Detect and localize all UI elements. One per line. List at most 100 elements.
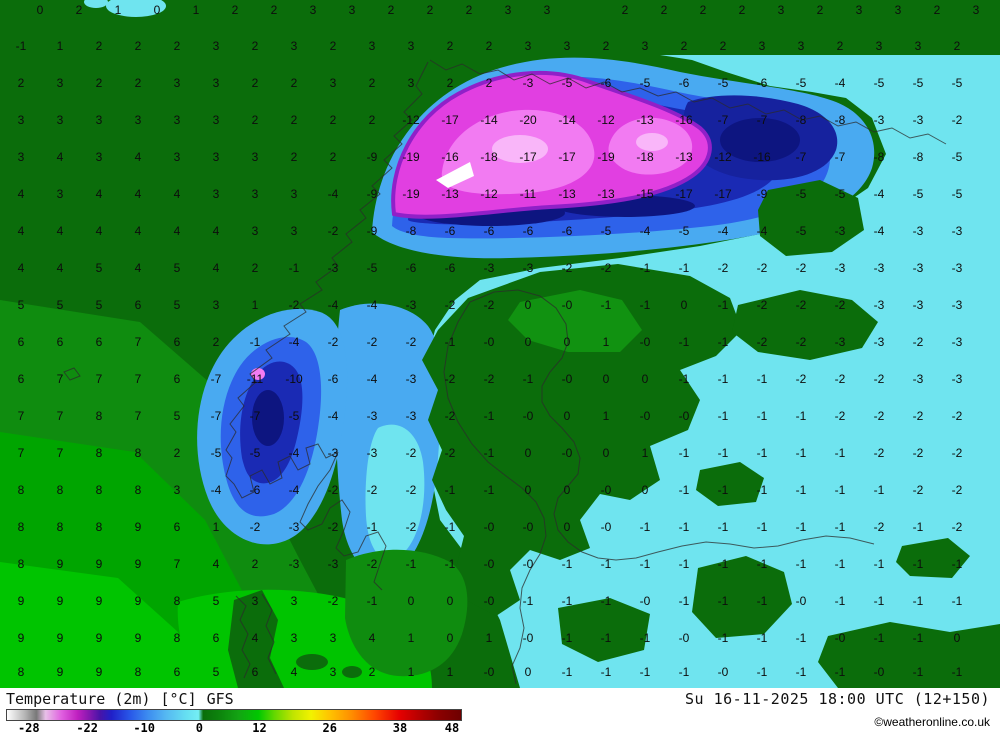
temp-value-label: -0: [483, 594, 495, 608]
temp-value-label: 2: [329, 113, 337, 127]
temp-value-label: 0: [602, 446, 610, 460]
temp-value-label: 3: [56, 187, 64, 201]
temp-value-label: 2: [621, 3, 629, 17]
temp-value-label: 3: [212, 298, 220, 312]
temp-value-label: -2: [951, 520, 963, 534]
temp-value-label: 9: [134, 594, 142, 608]
temp-value-label: -5: [561, 76, 573, 90]
temp-value-label: -2: [873, 372, 885, 386]
temp-value-label: -0: [717, 665, 729, 679]
temp-value-label: 0: [524, 335, 532, 349]
south-green-group: [177, 549, 468, 688]
temp-value-label: -2: [795, 261, 807, 275]
temp-value-label: -1: [756, 483, 768, 497]
temp-value-label: 3: [329, 665, 337, 679]
temp-value-label: -5: [912, 187, 924, 201]
temp-value-label: 4: [56, 224, 64, 238]
temp-value-label: -1: [561, 557, 573, 571]
temp-value-label: 3: [212, 113, 220, 127]
temp-value-label: 2: [485, 76, 493, 90]
temp-value-label: -6: [444, 261, 456, 275]
temp-value-label: -4: [873, 187, 885, 201]
temp-value-label: -4: [210, 483, 222, 497]
temp-value-label: 2: [290, 76, 298, 90]
temp-value-label: 3: [56, 113, 64, 127]
temp-value-label: -3: [951, 372, 963, 386]
temp-value-label: -2: [444, 298, 456, 312]
temp-value-label: -9: [756, 187, 768, 201]
temp-value-label: 3: [290, 39, 298, 53]
copyright-link[interactable]: ©weatheronline.co.uk: [874, 715, 990, 729]
temp-value-label: -1: [912, 665, 924, 679]
color-scale-bar: [6, 709, 462, 721]
temp-value-label: 2: [446, 39, 454, 53]
temp-value-label: 5: [173, 261, 181, 275]
temp-value-label: 2: [17, 76, 25, 90]
temp-value-label: 3: [290, 187, 298, 201]
temp-value-label: 2: [290, 150, 298, 164]
temp-value-label: -1: [795, 446, 807, 460]
temp-value-label: -0: [639, 594, 651, 608]
temp-value-label: 3: [173, 150, 181, 164]
temp-value-label: 3: [251, 224, 259, 238]
temp-value-label: -0: [522, 557, 534, 571]
coastline-contours: [63, 59, 947, 685]
temp-value-label: -1: [717, 335, 729, 349]
temp-value-label: 2: [368, 113, 376, 127]
temp-value-label: -1: [678, 520, 690, 534]
temp-value-label: -2: [873, 446, 885, 460]
footer-top-row: Temperature (2m) [°C] GFS Su 16-11-2025 18…: [0, 688, 1000, 708]
temp-value-label: -7: [834, 150, 846, 164]
temp-value-label: 2: [699, 3, 707, 17]
temp-value-label: -1: [366, 594, 378, 608]
temp-value-label: -1: [483, 483, 495, 497]
temp-value-label: 2: [446, 76, 454, 90]
temp-value-label: -18: [480, 150, 498, 164]
temp-value-label: -2: [717, 261, 729, 275]
scale-tick-label: -22: [76, 721, 98, 733]
temp-value-label: -2: [288, 298, 300, 312]
temp-value-label: 6: [251, 665, 259, 679]
temp-value-label: -5: [795, 76, 807, 90]
temp-value-label: 0: [602, 372, 610, 386]
temp-value-label: -1: [678, 483, 690, 497]
temp-value-label: -3: [912, 298, 924, 312]
temp-value-label: -3: [873, 335, 885, 349]
temp-value-label: -17: [558, 150, 576, 164]
temp-value-label: -13: [597, 187, 615, 201]
temp-value-label: -18: [636, 150, 654, 164]
temp-value-label: -1: [561, 665, 573, 679]
temp-value-label: -4: [327, 187, 339, 201]
temp-value-label: 1: [251, 298, 259, 312]
temp-value-label: -7: [210, 372, 222, 386]
temp-value-label: -1: [756, 520, 768, 534]
temp-value-label: -3: [951, 298, 963, 312]
temp-value-label: 8: [17, 557, 25, 571]
temp-value-label: 2: [290, 113, 298, 127]
temp-value-label: -8: [912, 150, 924, 164]
temp-value-label: 2: [368, 76, 376, 90]
temp-value-label: -1: [600, 631, 612, 645]
temp-value-label: -5: [795, 187, 807, 201]
scale-tick-label: 12: [252, 721, 267, 733]
temp-value-label: -1: [834, 665, 846, 679]
temp-value-label: -2: [756, 298, 768, 312]
temp-value-label: 3: [504, 3, 512, 17]
temp-value-label: -0: [522, 520, 534, 534]
temp-value-label: -3: [522, 261, 534, 275]
temp-value-label: 4: [95, 224, 103, 238]
temp-value-label: -17: [519, 150, 537, 164]
temp-value-label: -6: [327, 372, 339, 386]
temp-value-label: -1: [288, 261, 300, 275]
temp-value-label: 9: [56, 594, 64, 608]
temp-value-label: 3: [563, 39, 571, 53]
temp-value-label: 6: [173, 372, 181, 386]
temp-value-label: 6: [134, 298, 142, 312]
temp-value-label: 3: [95, 150, 103, 164]
temp-value-label: 9: [56, 557, 64, 571]
temp-value-label: -2: [444, 372, 456, 386]
temp-value-label: -2: [951, 483, 963, 497]
temp-value-label: -1: [678, 446, 690, 460]
temp-value-label: -3: [327, 261, 339, 275]
temp-value-label: -12: [597, 113, 615, 127]
